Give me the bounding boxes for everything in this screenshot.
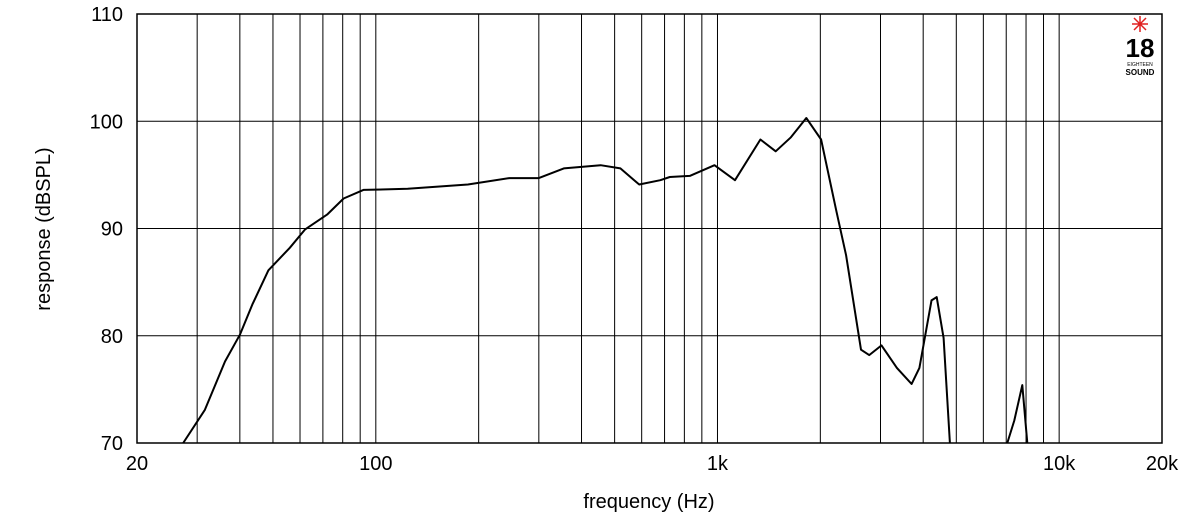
- x-tick-label: 100: [359, 453, 392, 475]
- x-axis-label: frequency (Hz): [583, 491, 714, 513]
- y-tick-label: 100: [90, 111, 123, 133]
- series-line: [182, 117, 1029, 444]
- x-tick-label: 1k: [707, 453, 729, 475]
- y-tick-label: 80: [101, 326, 123, 348]
- logo: 18 EIGHTEEN SOUND: [1126, 16, 1155, 77]
- logo-text: SOUND: [1126, 68, 1155, 77]
- x-tick-label: 10k: [1043, 453, 1076, 475]
- x-tick-label: 20k: [1146, 453, 1179, 475]
- y-tick-label: 110: [91, 4, 123, 26]
- logo-star: [1132, 16, 1148, 32]
- y-tick-label: 90: [101, 219, 123, 241]
- logo-number: 18: [1126, 33, 1155, 63]
- plot-frame: [136, 13, 1163, 444]
- logo-text: EIGHTEEN: [1127, 62, 1153, 68]
- y-tick-label: 70: [101, 433, 123, 455]
- x-tick-label: 20: [126, 453, 148, 475]
- y-axis-label: response (dBSPL): [33, 147, 55, 310]
